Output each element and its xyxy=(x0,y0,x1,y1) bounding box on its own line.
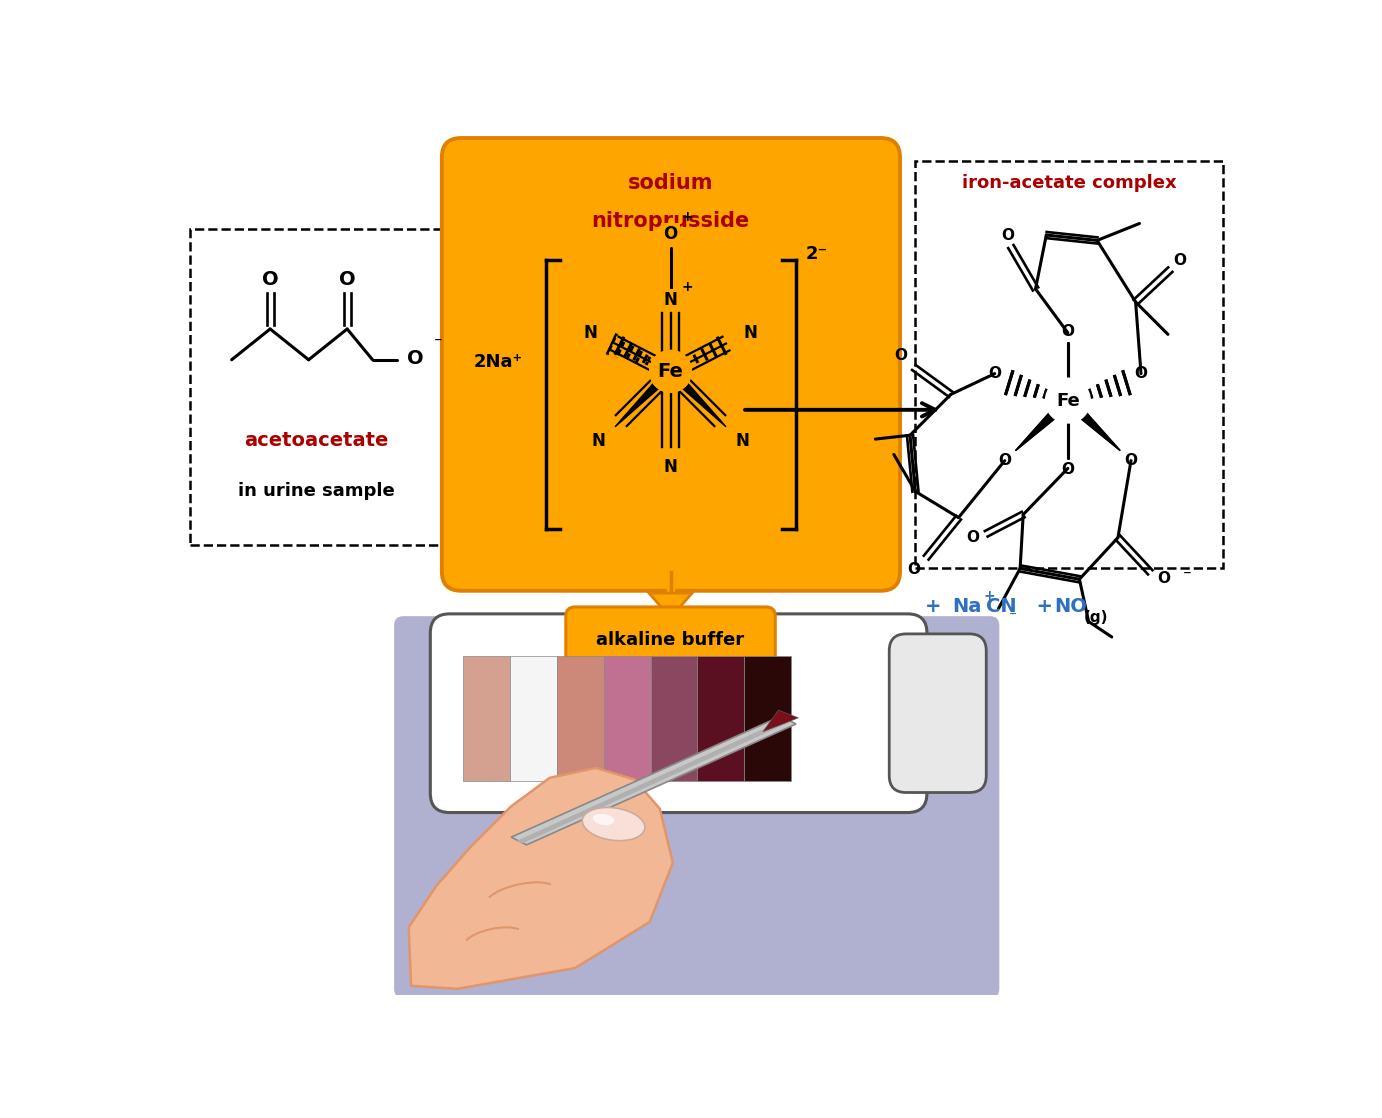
Circle shape xyxy=(650,350,692,392)
FancyBboxPatch shape xyxy=(430,614,927,813)
Text: Fe: Fe xyxy=(1056,391,1079,409)
Polygon shape xyxy=(1064,397,1121,451)
Text: O: O xyxy=(1135,366,1147,381)
Text: Fe: Fe xyxy=(658,362,684,381)
Text: +: + xyxy=(925,597,941,616)
Text: Na: Na xyxy=(952,597,981,616)
Text: +: + xyxy=(681,210,694,225)
FancyBboxPatch shape xyxy=(889,634,987,793)
Text: Fe: Fe xyxy=(1056,391,1079,409)
Text: (g): (g) xyxy=(1083,610,1108,625)
Ellipse shape xyxy=(593,814,614,825)
Text: ⁻: ⁻ xyxy=(1009,609,1017,625)
Text: N: N xyxy=(663,291,677,309)
Text: ⁻: ⁻ xyxy=(1183,567,1191,585)
Circle shape xyxy=(1045,378,1090,424)
Text: N: N xyxy=(591,432,605,449)
Polygon shape xyxy=(1016,397,1072,451)
Bar xyxy=(698,656,745,781)
Text: O: O xyxy=(663,225,677,244)
Polygon shape xyxy=(763,710,799,731)
Text: O: O xyxy=(998,453,1012,468)
Text: O: O xyxy=(1125,453,1137,468)
Text: nitroprusside: nitroprusside xyxy=(591,211,749,231)
Text: +: + xyxy=(1023,597,1053,616)
Text: +: + xyxy=(681,280,694,294)
Ellipse shape xyxy=(582,807,645,841)
Text: O: O xyxy=(988,366,1001,381)
Polygon shape xyxy=(650,593,692,618)
Bar xyxy=(745,656,792,781)
Polygon shape xyxy=(511,717,796,845)
Polygon shape xyxy=(668,368,726,427)
FancyBboxPatch shape xyxy=(442,138,900,590)
Text: N: N xyxy=(737,432,750,449)
Polygon shape xyxy=(517,719,791,843)
Circle shape xyxy=(1045,378,1090,424)
FancyBboxPatch shape xyxy=(394,616,999,998)
Text: alkaline buffer: alkaline buffer xyxy=(597,631,745,650)
Text: sodium: sodium xyxy=(627,172,713,192)
Text: 2⁻: 2⁻ xyxy=(806,245,828,263)
Text: O: O xyxy=(1173,253,1186,268)
Text: N: N xyxy=(583,324,597,342)
Text: O: O xyxy=(1061,324,1074,339)
Text: N: N xyxy=(663,457,677,476)
Polygon shape xyxy=(1016,397,1072,451)
Text: O: O xyxy=(339,271,355,290)
Text: O: O xyxy=(1061,463,1074,477)
Bar xyxy=(557,656,604,781)
Polygon shape xyxy=(409,768,673,988)
Text: acetoacetate: acetoacetate xyxy=(245,432,388,451)
Text: NO: NO xyxy=(1054,597,1086,616)
FancyBboxPatch shape xyxy=(565,607,775,673)
Text: +: + xyxy=(983,589,995,603)
Polygon shape xyxy=(615,368,674,427)
FancyBboxPatch shape xyxy=(191,229,442,544)
Polygon shape xyxy=(1064,397,1121,451)
Text: O: O xyxy=(966,530,978,546)
Bar xyxy=(604,656,651,781)
Text: O: O xyxy=(261,271,278,290)
Bar xyxy=(463,656,510,781)
Text: O: O xyxy=(908,562,920,578)
Text: 2Na⁺: 2Na⁺ xyxy=(474,353,522,371)
Text: O: O xyxy=(1002,228,1014,244)
Text: O: O xyxy=(406,349,423,368)
Text: O: O xyxy=(894,349,907,363)
Text: O: O xyxy=(1158,571,1171,586)
FancyBboxPatch shape xyxy=(915,161,1223,568)
Text: in urine sample: in urine sample xyxy=(238,482,395,500)
Text: CN: CN xyxy=(987,597,1017,616)
Text: Fe: Fe xyxy=(658,362,684,381)
Bar xyxy=(510,656,557,781)
Bar xyxy=(651,656,698,781)
Text: iron-acetate complex: iron-acetate complex xyxy=(962,173,1176,191)
Text: ⁻: ⁻ xyxy=(434,334,442,352)
Circle shape xyxy=(650,350,692,392)
Text: N: N xyxy=(744,324,757,342)
